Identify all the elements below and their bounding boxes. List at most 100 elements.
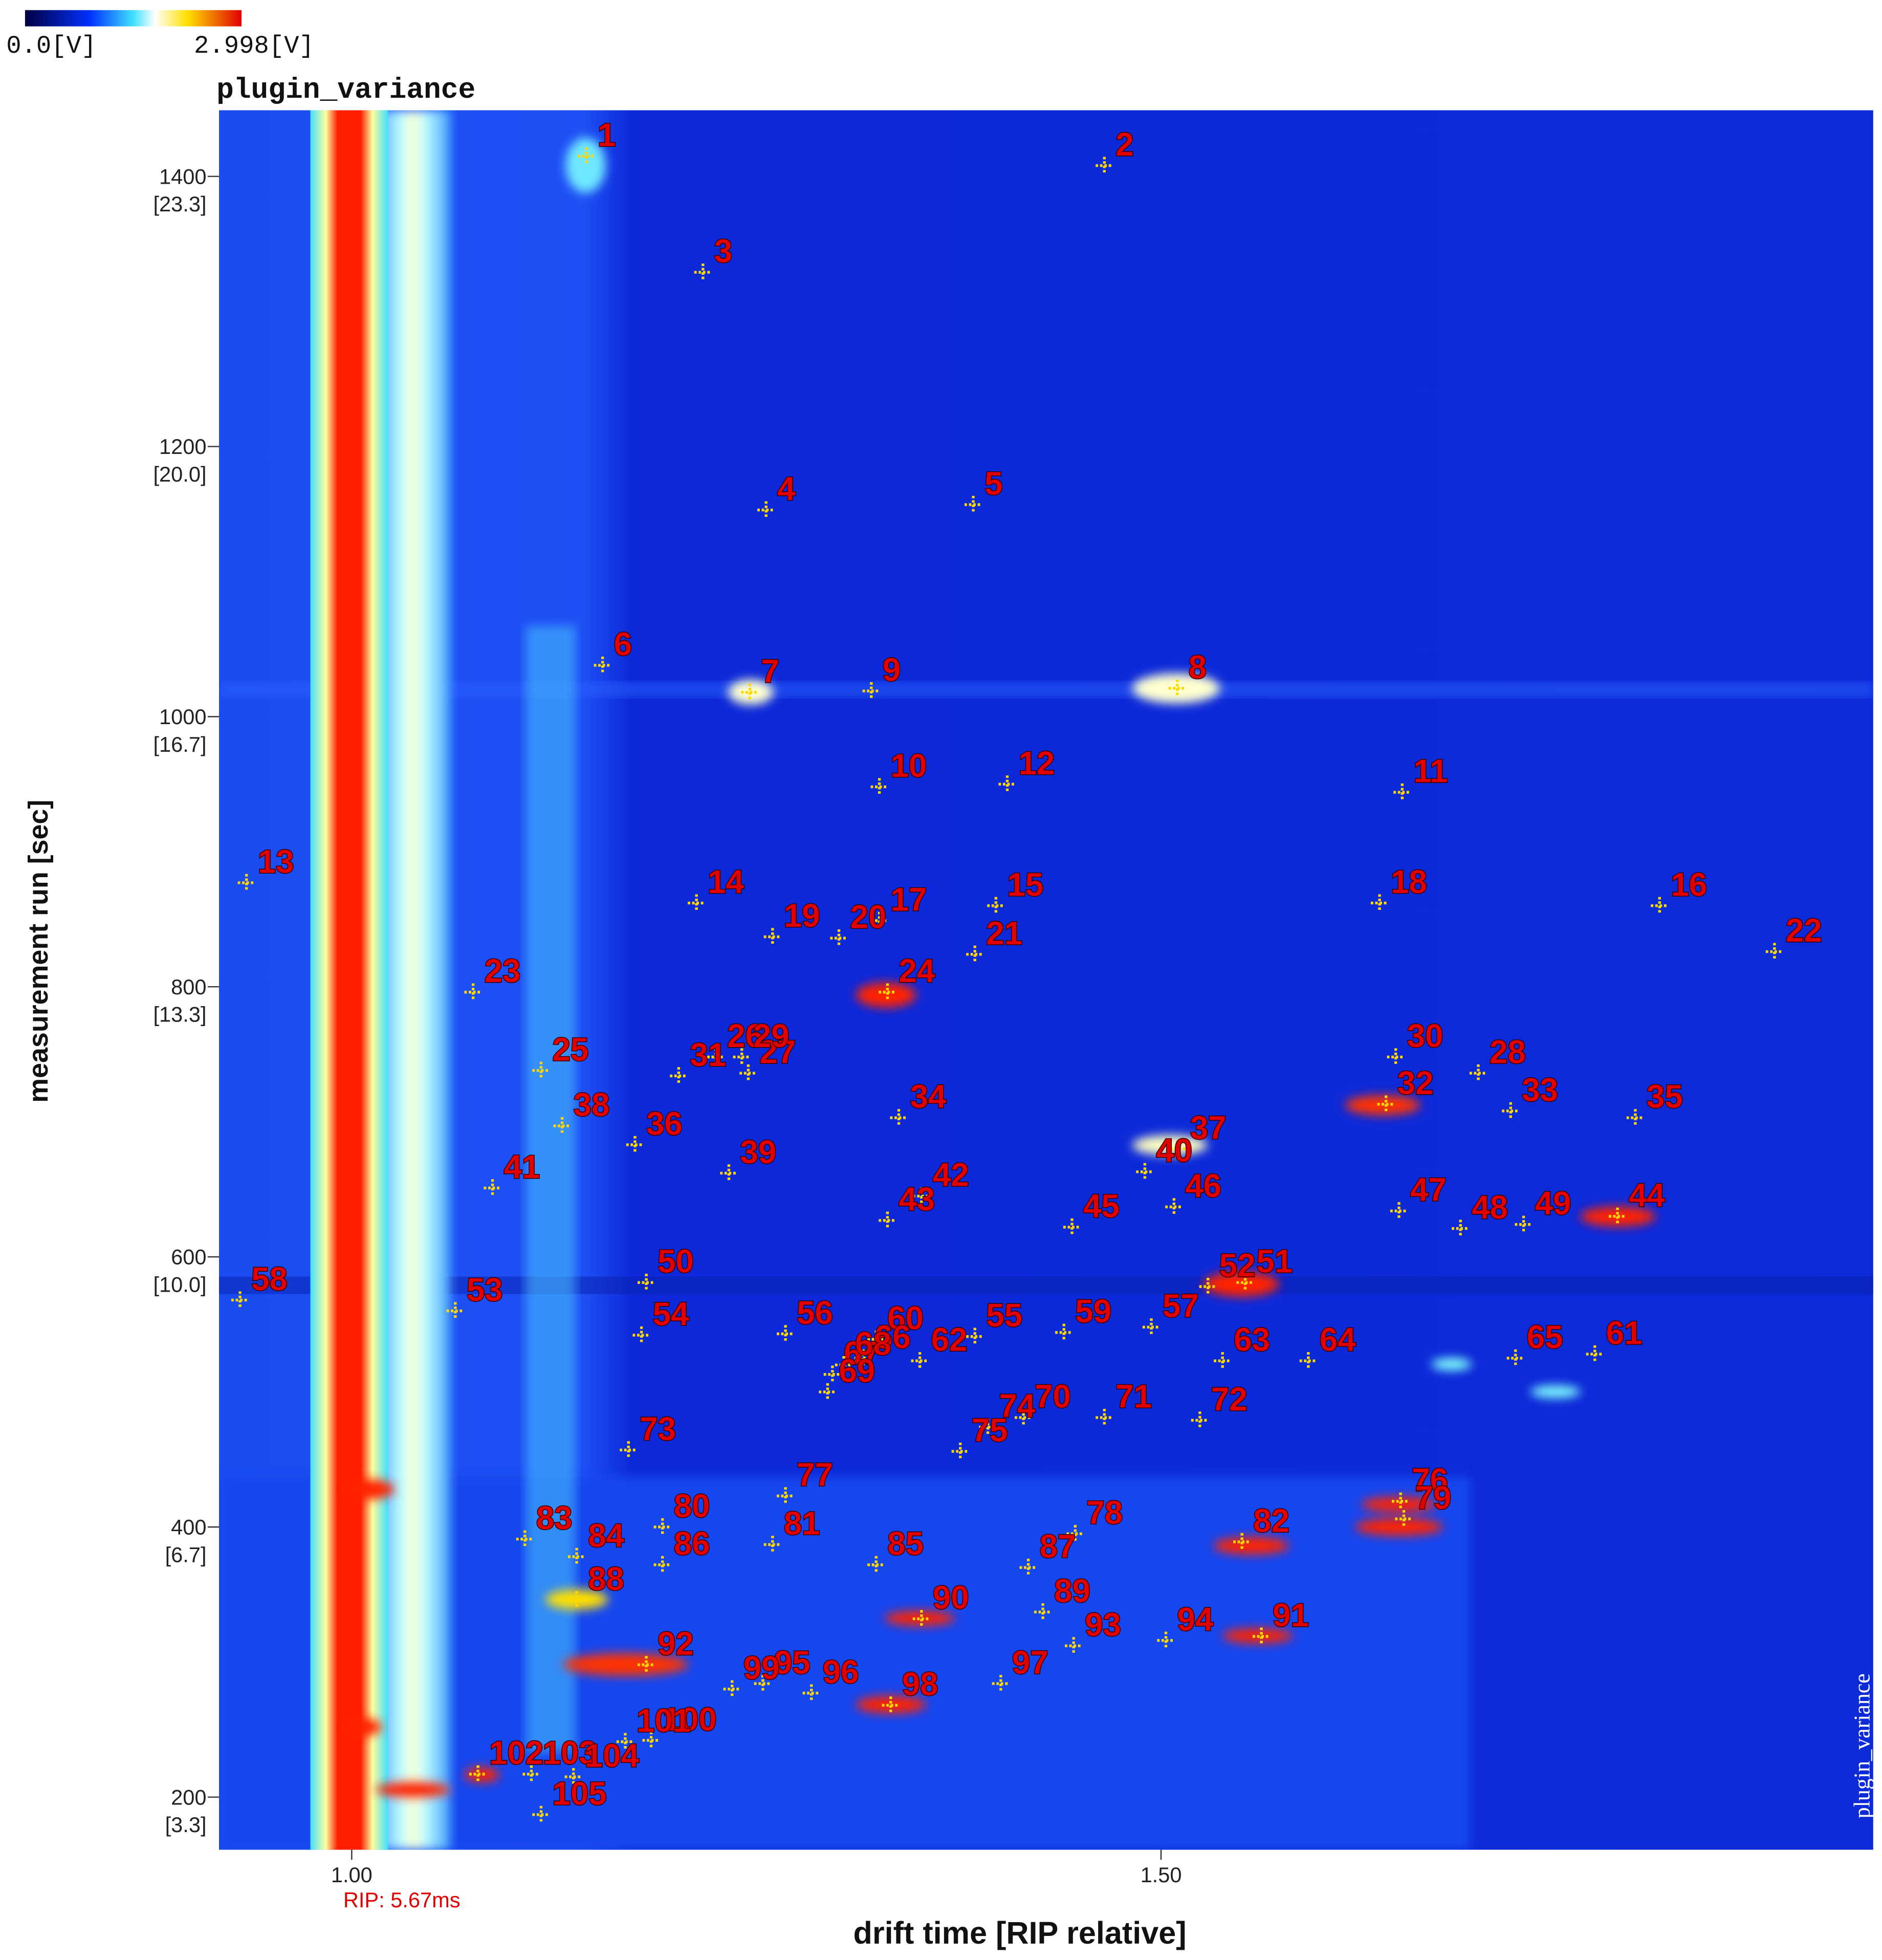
peak-label: 31	[690, 1037, 726, 1073]
peak-marker	[1608, 1207, 1627, 1225]
peak-label: 98	[902, 1666, 938, 1703]
peak-marker	[464, 983, 482, 1001]
peak-marker	[911, 1352, 929, 1370]
y-tick-label: 1200	[159, 434, 206, 459]
peak-label: 84	[588, 1517, 624, 1554]
peak-label: 44	[1629, 1177, 1665, 1213]
peak-marker	[1506, 1349, 1524, 1367]
peak-label: 46	[1185, 1168, 1221, 1204]
peak-label: 76	[1412, 1462, 1448, 1498]
peak-marker	[564, 1768, 582, 1786]
peak-marker	[653, 1518, 671, 1536]
peak-marker	[632, 1326, 650, 1344]
peak-label: 11	[1413, 753, 1448, 790]
y-tick-label: 200	[171, 1785, 206, 1809]
peak-marker	[616, 1733, 634, 1751]
peak-label: 57	[1163, 1288, 1199, 1324]
y-tick-sublabel: [16.7]	[154, 732, 207, 756]
peak-marker	[951, 1442, 969, 1461]
peak-label: 23	[485, 953, 521, 989]
peak-marker	[1063, 1218, 1081, 1236]
peak-label: 1	[598, 117, 616, 154]
colorbar-max-label: 2.998[V]	[194, 32, 314, 60]
peak-label: 12	[1019, 745, 1055, 781]
peak-marker	[912, 1610, 930, 1628]
peak-marker	[739, 1064, 757, 1082]
peak-label: 30	[1407, 1018, 1443, 1054]
peak-marker	[964, 495, 982, 514]
peak-label: 13	[258, 843, 294, 880]
peak-marker	[594, 656, 611, 674]
peak-label: 18	[1391, 864, 1427, 900]
peak-label: 99	[743, 1650, 780, 1686]
peak-marker	[1199, 1277, 1217, 1296]
y-tick-sublabel: [6.7]	[165, 1542, 207, 1566]
peak-marker	[522, 1765, 540, 1783]
peak-label: 26	[727, 1018, 763, 1054]
peak-marker	[1651, 897, 1669, 914]
peak-marker	[998, 775, 1016, 793]
peak-label: 9	[883, 652, 901, 688]
peak-marker	[1170, 1140, 1188, 1158]
peak-label: 100	[663, 1701, 717, 1737]
rip-streak	[310, 110, 388, 1850]
peak-marker	[1096, 157, 1113, 175]
peak-label: 32	[1397, 1065, 1434, 1101]
peak-label: 64	[1320, 1322, 1356, 1358]
peak-label: 28	[1490, 1034, 1526, 1071]
peak-marker	[237, 874, 255, 892]
peak-marker	[987, 897, 1005, 914]
peak-label: 97	[1012, 1644, 1048, 1681]
peak-marker	[567, 1591, 586, 1609]
peak-label: 40	[1156, 1133, 1192, 1169]
peak-label: 72	[1211, 1381, 1248, 1418]
peak-marker	[754, 1674, 772, 1693]
peak-marker	[966, 1327, 984, 1345]
peak-label: 71	[1115, 1379, 1152, 1415]
peak-label: 59	[1075, 1293, 1111, 1330]
peak-label: 58	[251, 1261, 288, 1297]
heatmap-streak	[526, 625, 576, 1752]
peak-marker	[763, 928, 781, 946]
peak-label: 92	[658, 1625, 694, 1662]
peak-marker	[1469, 1064, 1487, 1082]
peak-label: 38	[574, 1086, 610, 1123]
peak-marker	[670, 1067, 688, 1085]
peak-marker	[620, 1441, 638, 1459]
chart-title: plugin_variance	[216, 74, 475, 106]
peak-label: 73	[640, 1411, 676, 1447]
peak-marker	[1191, 1411, 1209, 1429]
y-tick-sublabel: [23.3]	[154, 192, 207, 216]
peak-label: 22	[1786, 912, 1822, 949]
colorbar	[25, 10, 242, 27]
peak-marker	[819, 1383, 837, 1401]
peak-marker	[867, 1556, 885, 1574]
peak-label: 102	[489, 1735, 543, 1771]
peak-label: 56	[797, 1295, 833, 1331]
x-tick-label: 1.00	[331, 1863, 373, 1887]
peak-marker	[1395, 1510, 1413, 1528]
peak-marker	[516, 1530, 534, 1548]
peak-label: 5	[984, 465, 1002, 502]
peak-marker	[231, 1291, 249, 1309]
peak-marker	[966, 945, 984, 963]
peak-label: 42	[933, 1157, 969, 1193]
peak-label: 10	[891, 748, 927, 784]
peak-marker	[1142, 1318, 1161, 1336]
peak-marker	[862, 682, 880, 700]
heatmap-band	[218, 682, 1873, 698]
peak-marker	[637, 1274, 655, 1292]
colorbar-min-label: 0.0[V]	[6, 32, 96, 60]
y-tick-sublabel: [10.0]	[154, 1272, 207, 1296]
y-axis-label: measurement run [sec]	[23, 800, 54, 1103]
peak-label: 82	[1253, 1502, 1289, 1539]
peak-marker	[1387, 1048, 1405, 1066]
peak-marker	[446, 1302, 464, 1320]
peak-label: 81	[784, 1506, 820, 1542]
heatmap	[218, 110, 1873, 1850]
peak-marker	[1765, 943, 1784, 961]
peak-marker	[694, 263, 712, 281]
side-label: plugin_variance	[1850, 1673, 1875, 1818]
x-tick-label: 1.50	[1141, 1863, 1182, 1887]
